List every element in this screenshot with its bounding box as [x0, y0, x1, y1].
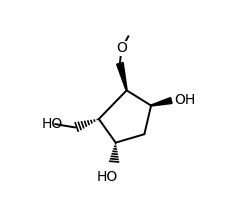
- Text: OH: OH: [175, 94, 196, 108]
- Text: HO: HO: [41, 117, 63, 131]
- Polygon shape: [151, 97, 172, 106]
- Text: O: O: [116, 41, 127, 55]
- Text: HO: HO: [97, 170, 118, 184]
- Polygon shape: [117, 63, 127, 90]
